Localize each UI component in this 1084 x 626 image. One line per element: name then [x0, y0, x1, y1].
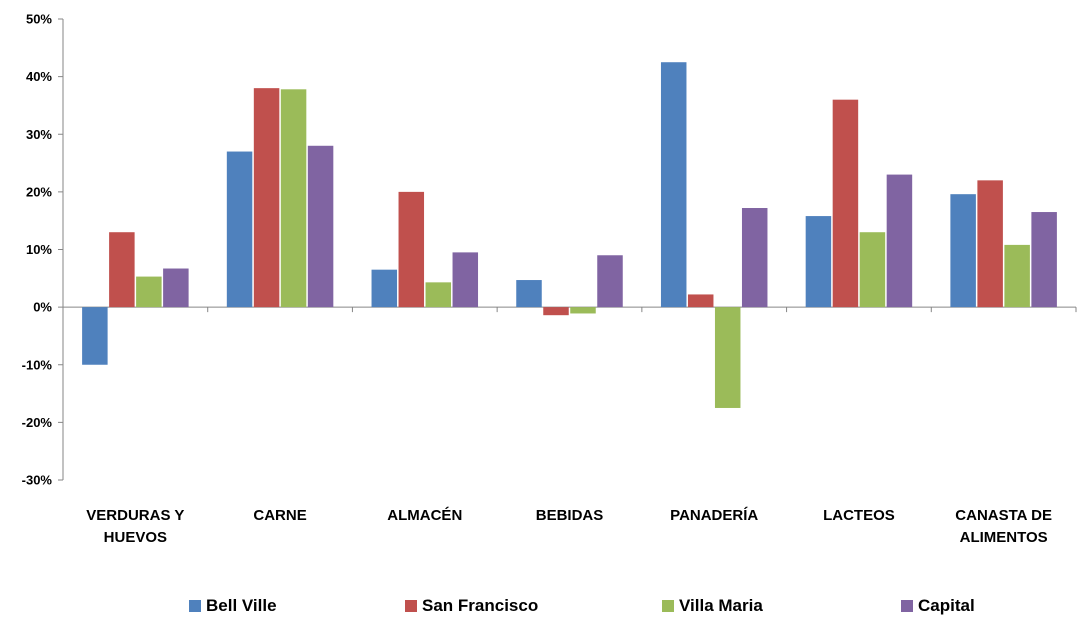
- category-label: ALIMENTOS: [960, 529, 1048, 546]
- y-tick-label: 0%: [33, 300, 52, 315]
- y-tick-labels: 50% 40% 30% 20% 10% 0% -10% -20% -30%: [22, 12, 53, 488]
- bar: [886, 174, 913, 308]
- bar: [109, 232, 135, 308]
- legend-item: Villa Maria: [662, 596, 763, 615]
- y-tick-label: 20%: [26, 184, 52, 199]
- y-tick-label: 30%: [26, 127, 52, 142]
- legend-item: San Francisco: [405, 596, 538, 615]
- bar: [253, 88, 280, 308]
- legend-swatch: [901, 600, 913, 612]
- bar: [543, 307, 569, 316]
- category-label: ALMACÉN: [387, 507, 462, 524]
- category-label: HUEVOS: [104, 529, 167, 546]
- legend-label: Bell Ville: [206, 596, 277, 615]
- bar: [660, 62, 687, 308]
- category-label: CARNE: [253, 507, 306, 524]
- bar: [82, 307, 108, 365]
- bar: [226, 151, 253, 308]
- legend-label: San Francisco: [422, 596, 538, 615]
- bar: [714, 307, 741, 408]
- bar: [597, 255, 623, 308]
- y-tick-label: 10%: [26, 242, 52, 257]
- y-tick-label: 40%: [26, 69, 52, 84]
- bar: [163, 268, 189, 308]
- legend-item: Bell Ville: [189, 596, 277, 615]
- bar: [950, 194, 976, 308]
- category-labels: VERDURAS Y HUEVOS CARNE ALMACÉN BEBIDAS PANAD…: [86, 507, 1052, 546]
- bar: [977, 180, 1003, 308]
- legend-swatch: [189, 600, 201, 612]
- legend-item: Capital: [901, 596, 975, 615]
- legend: Bell Ville San Francisco Villa Maria Capita…: [189, 596, 975, 615]
- y-tick-label: -30%: [22, 473, 53, 488]
- bar: [1031, 212, 1057, 308]
- bar: [859, 232, 886, 308]
- bar: [307, 145, 334, 308]
- y-tick-label: 50%: [26, 12, 52, 27]
- bar: [805, 216, 832, 308]
- category-label: PANADERÍA: [670, 507, 758, 524]
- bar: [741, 208, 768, 308]
- bar: [452, 252, 479, 308]
- category-label: LACTEOS: [823, 507, 895, 524]
- bar: [371, 269, 398, 308]
- bar: [1004, 244, 1030, 308]
- y-tick-label: -20%: [22, 415, 53, 430]
- bar: [398, 191, 425, 308]
- y-tick-label: -10%: [22, 357, 53, 372]
- legend-label: Capital: [918, 596, 975, 615]
- category-label: CANASTA DE: [955, 507, 1052, 524]
- bar: [136, 276, 162, 308]
- bar: [425, 282, 452, 308]
- category-label: BEBIDAS: [536, 507, 604, 524]
- bar: [516, 280, 542, 308]
- bars: [82, 62, 1057, 408]
- legend-label: Villa Maria: [679, 596, 763, 615]
- category-label: VERDURAS Y: [86, 507, 184, 524]
- bar: [687, 294, 714, 308]
- bar: [280, 89, 307, 308]
- legend-swatch: [405, 600, 417, 612]
- axes: [58, 18, 1077, 481]
- bar: [570, 307, 596, 314]
- bar: [832, 99, 859, 308]
- legend-swatch: [662, 600, 674, 612]
